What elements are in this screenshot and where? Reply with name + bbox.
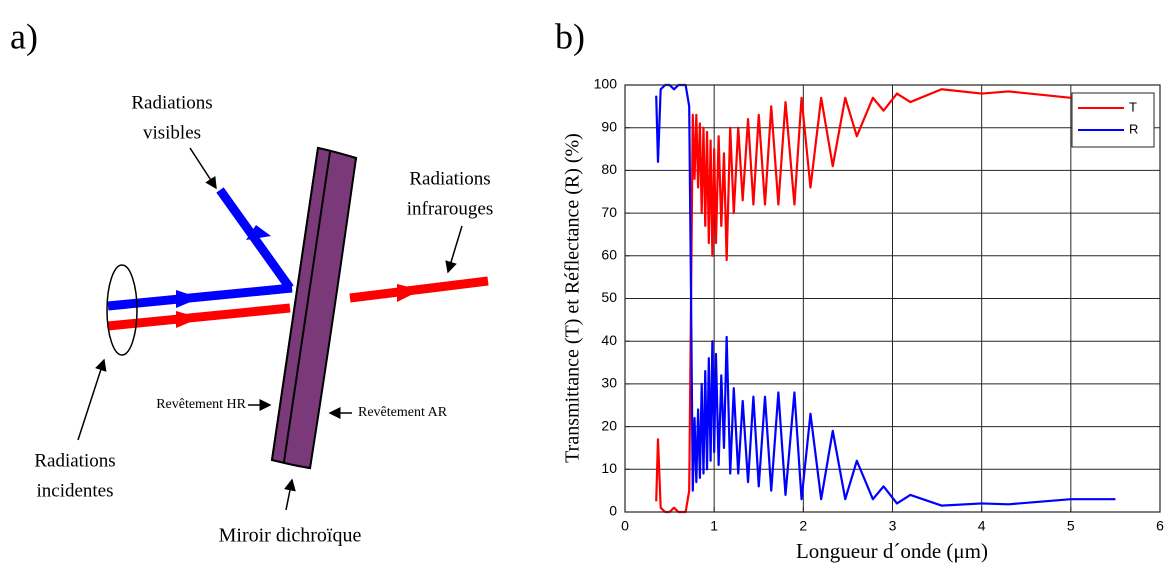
x-tick-label: 4 xyxy=(978,518,986,534)
x-axis-label: Longueur d´onde (μm) xyxy=(796,539,988,563)
y-axis-label: Transmittance (T) et Réflectance (R) (%) xyxy=(562,133,584,463)
y-tick-label: 30 xyxy=(601,375,617,391)
mirror xyxy=(270,146,358,470)
label: Radiations xyxy=(34,450,115,471)
legend-label: T xyxy=(1129,99,1137,114)
label: incidentes xyxy=(36,480,113,501)
pointer xyxy=(284,478,296,511)
label: Revêtement HR xyxy=(156,397,246,412)
beam-ellipse xyxy=(106,264,138,356)
x-tick-label: 3 xyxy=(889,518,897,534)
label: Radiations xyxy=(131,92,212,113)
arrow xyxy=(246,225,271,240)
y-tick-label: 50 xyxy=(601,289,617,305)
y-tick-label: 100 xyxy=(594,76,618,92)
arrow xyxy=(397,284,421,302)
y-tick-label: 80 xyxy=(601,161,617,177)
label: Revêtement AR xyxy=(358,405,448,420)
label: Miroir dichroïque xyxy=(219,525,362,547)
label: visibles xyxy=(143,122,201,143)
mirror-line xyxy=(283,151,331,463)
arrow xyxy=(176,290,200,308)
x-tick-label: 2 xyxy=(799,518,807,534)
plot-frame xyxy=(624,84,1161,513)
panel-label: b) xyxy=(555,16,585,56)
incident-blue-beam xyxy=(107,283,293,311)
series-line xyxy=(655,83,1116,507)
y-tick-label: 90 xyxy=(601,118,617,134)
label: Radiations xyxy=(409,168,490,189)
y-tick-label: 70 xyxy=(601,204,617,220)
panel-label: a) xyxy=(10,16,38,56)
legend-box xyxy=(1071,92,1155,148)
arrow xyxy=(176,311,200,328)
y-tick-label: 0 xyxy=(609,503,617,519)
pointer xyxy=(189,147,217,190)
y-tick-label: 40 xyxy=(601,332,617,348)
label: infrarouges xyxy=(407,198,494,219)
pointer xyxy=(77,358,107,441)
y-tick-label: 60 xyxy=(601,247,617,263)
y-tick-label: 10 xyxy=(601,460,617,476)
y-tick-label: 20 xyxy=(601,417,617,433)
reflected-beam xyxy=(216,187,294,291)
legend-label: R xyxy=(1129,121,1138,136)
incident-red-beam xyxy=(107,303,291,331)
x-tick-label: 5 xyxy=(1067,518,1075,534)
pointer xyxy=(445,225,463,274)
x-tick-label: 1 xyxy=(710,518,718,534)
x-tick-label: 0 xyxy=(621,518,629,534)
x-tick-label: 6 xyxy=(1156,518,1164,534)
